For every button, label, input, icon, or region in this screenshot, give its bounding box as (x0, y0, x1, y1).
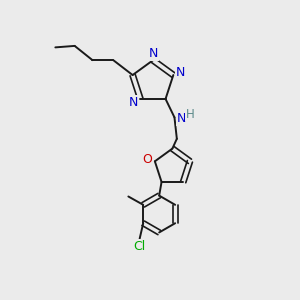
Text: H: H (186, 108, 194, 121)
Text: N: N (129, 96, 139, 109)
Text: Cl: Cl (134, 240, 146, 253)
Text: N: N (177, 112, 186, 125)
Text: O: O (142, 153, 152, 166)
Text: N: N (149, 47, 158, 60)
Text: N: N (176, 66, 185, 79)
